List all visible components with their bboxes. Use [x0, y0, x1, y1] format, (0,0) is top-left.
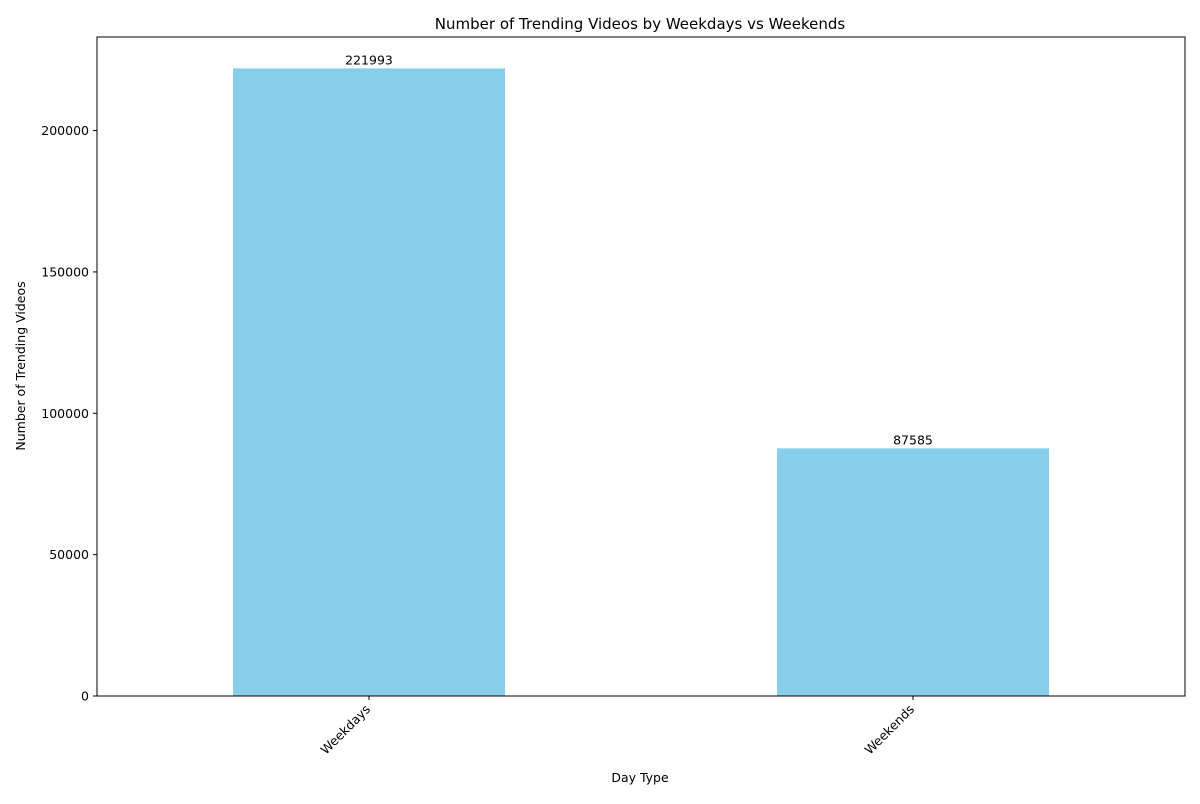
data-labels-layer: 221993 87585 — [345, 52, 933, 447]
x-axis-label: Day Type — [611, 770, 669, 785]
data-label: 221993 — [345, 52, 393, 67]
y-axis-label: Number of Trending Videos — [13, 281, 28, 450]
bar-weekdays — [233, 68, 505, 696]
y-tick-label: 50000 — [49, 547, 89, 562]
x-tick-label: Weekends — [861, 702, 917, 758]
y-tick-label: 150000 — [41, 264, 89, 279]
bar-weekends — [777, 448, 1049, 696]
plot-frame — [96, 36, 1186, 697]
chart-title: Number of Trending Videos by Weekdays vs… — [435, 15, 846, 33]
x-tick-label: Weekdays — [317, 702, 373, 758]
y-tick-label: 200000 — [41, 123, 89, 138]
y-tick-label: 0 — [81, 689, 89, 704]
data-label: 87585 — [893, 432, 933, 447]
y-tick-label: 100000 — [41, 406, 89, 421]
bars-layer — [233, 68, 1049, 696]
